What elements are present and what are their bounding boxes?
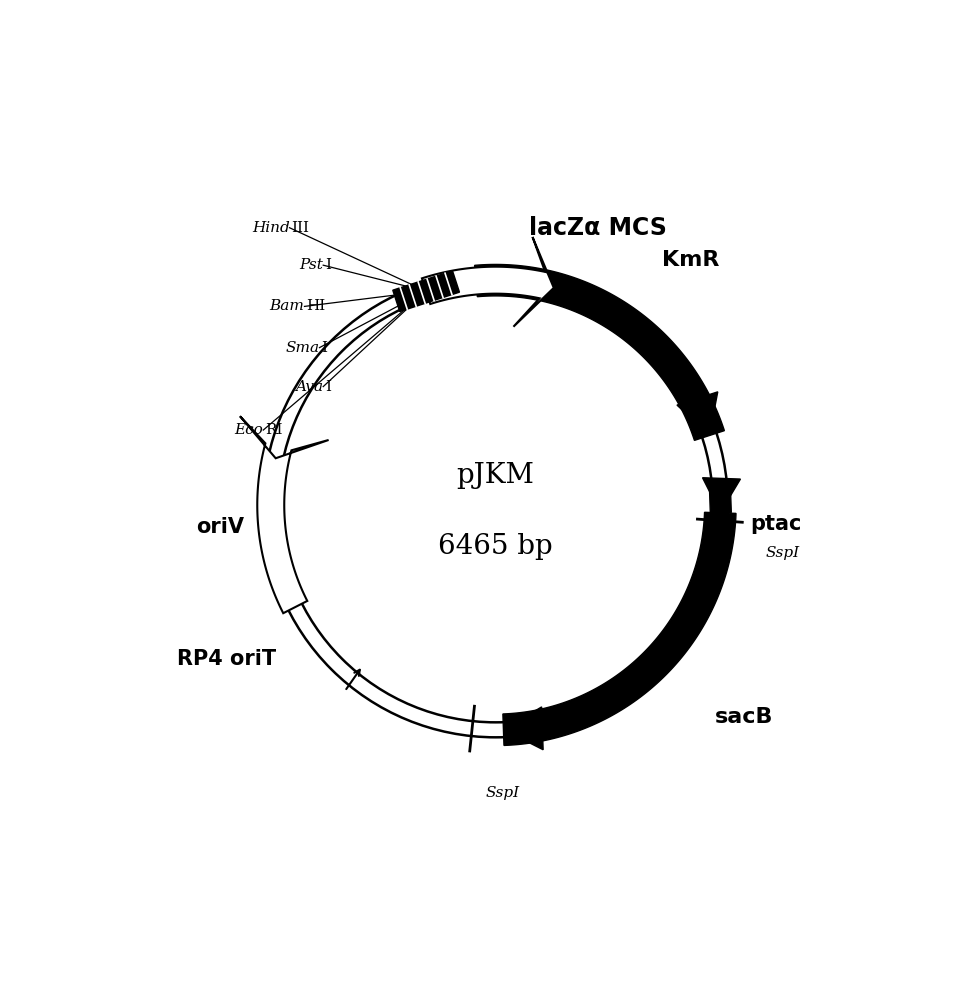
- Text: 6465 bp: 6465 bp: [438, 533, 553, 560]
- Polygon shape: [503, 512, 736, 745]
- Text: I: I: [321, 341, 327, 355]
- Text: I: I: [325, 258, 331, 272]
- Text: Sma: Sma: [285, 341, 319, 355]
- Text: Hind: Hind: [251, 221, 289, 235]
- Text: KmR: KmR: [662, 250, 719, 270]
- Text: RI: RI: [265, 423, 282, 437]
- Polygon shape: [475, 264, 724, 440]
- Polygon shape: [677, 392, 718, 436]
- Text: RP4 oriT: RP4 oriT: [177, 649, 277, 669]
- Text: SspI: SspI: [486, 786, 520, 800]
- Text: III: III: [291, 221, 309, 235]
- Text: Bam: Bam: [270, 299, 305, 313]
- Polygon shape: [504, 707, 543, 750]
- Polygon shape: [422, 237, 554, 327]
- Text: lacZα MCS: lacZα MCS: [529, 216, 667, 240]
- Text: pJKM: pJKM: [456, 462, 535, 489]
- Text: Eco: Eco: [235, 423, 263, 437]
- Text: SspI: SspI: [766, 546, 800, 560]
- Text: Pst: Pst: [300, 258, 323, 272]
- Text: sacB: sacB: [715, 707, 774, 727]
- Text: oriV: oriV: [195, 517, 244, 537]
- Polygon shape: [703, 478, 741, 513]
- Polygon shape: [240, 416, 329, 613]
- Polygon shape: [393, 271, 459, 312]
- Text: Ava: Ava: [295, 380, 323, 394]
- Text: ptac: ptac: [750, 514, 802, 534]
- Text: HI: HI: [306, 299, 325, 313]
- Polygon shape: [709, 481, 731, 513]
- Text: I: I: [325, 380, 331, 394]
